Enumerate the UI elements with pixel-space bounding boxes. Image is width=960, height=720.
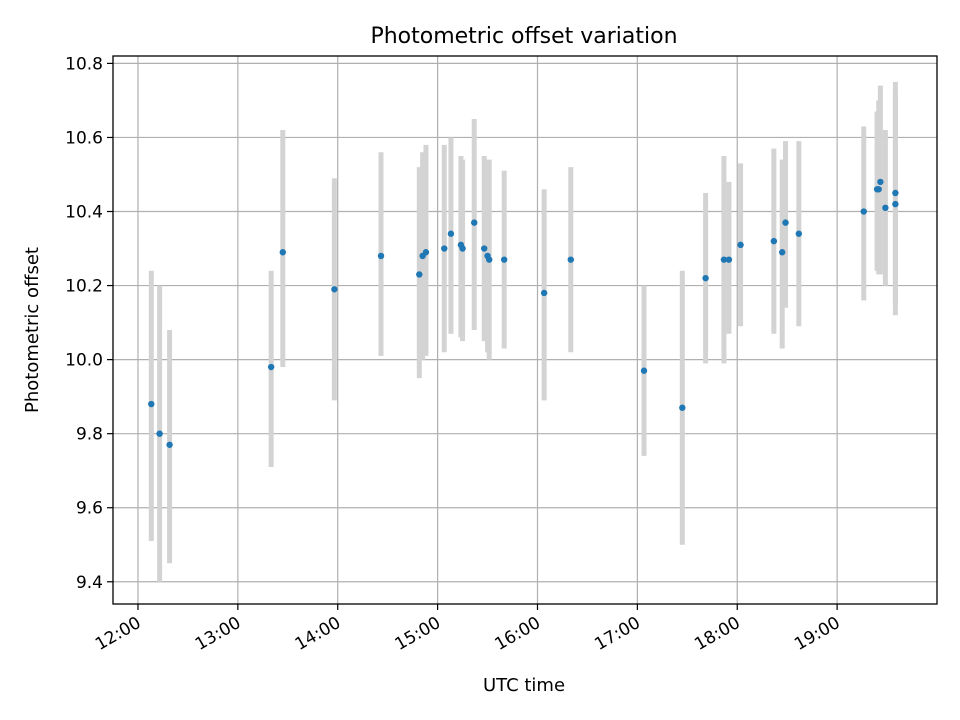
data-point xyxy=(679,404,686,411)
x-tick-label: 16:00 xyxy=(492,613,544,655)
data-point xyxy=(860,208,867,215)
data-point xyxy=(486,256,493,263)
data-point xyxy=(148,400,155,408)
data-point xyxy=(416,271,423,278)
data-point xyxy=(447,230,455,237)
data-point xyxy=(770,237,778,245)
data-point xyxy=(877,178,884,186)
data-point xyxy=(459,245,466,252)
x-tick-label: 18:00 xyxy=(691,613,743,655)
data-point xyxy=(279,249,286,256)
x-tick-label: 12:00 xyxy=(92,613,144,655)
data-point xyxy=(782,219,789,226)
data-point xyxy=(875,186,882,193)
data-point xyxy=(471,219,478,226)
x-tick-label: 19:00 xyxy=(791,613,843,655)
data-point xyxy=(377,252,385,260)
error-bars xyxy=(148,81,898,582)
y-tick-label: 10.6 xyxy=(65,128,103,148)
plot-frame xyxy=(112,55,938,605)
data-point xyxy=(567,256,574,263)
data-point xyxy=(795,230,803,237)
data-point xyxy=(892,200,899,208)
data-point xyxy=(720,256,728,263)
data-point xyxy=(540,289,548,297)
x-axis: 12:00 13:00 14:00 15:00 16:00 17:00 18:00 19:00 xyxy=(92,604,844,655)
data-point xyxy=(702,274,709,282)
data-point xyxy=(267,363,275,371)
data-point xyxy=(500,256,508,263)
data-point xyxy=(156,430,163,437)
y-tick-label: 10.8 xyxy=(65,54,103,74)
y-axis-label: Photometric offset xyxy=(22,247,43,413)
data-point xyxy=(892,189,899,197)
y-tick-label: 10.0 xyxy=(65,351,103,371)
x-tick-label: 13:00 xyxy=(192,613,244,655)
y-axis: 9.4 9.6 9.8 10.0 10.2 10.4 10.6 10.8 xyxy=(65,54,113,593)
data-point xyxy=(441,245,448,252)
chart-title: Photometric offset variation xyxy=(370,24,677,49)
data-point xyxy=(166,441,173,448)
data-point xyxy=(778,249,786,256)
data-point xyxy=(422,249,430,256)
data-point xyxy=(331,286,338,293)
data-point xyxy=(640,367,648,374)
y-tick-label: 9.6 xyxy=(76,499,103,519)
data-point xyxy=(725,256,733,263)
data-point xyxy=(737,241,744,249)
y-tick-label: 9.8 xyxy=(76,425,103,445)
x-tick-label: 14:00 xyxy=(292,613,344,655)
x-axis-label: UTC time xyxy=(483,675,565,696)
grid xyxy=(113,56,937,604)
x-tick-label: 17:00 xyxy=(591,613,643,655)
data-point xyxy=(481,245,488,252)
data-points xyxy=(148,178,899,448)
y-tick-label: 10.4 xyxy=(65,203,103,223)
y-tick-label: 9.4 xyxy=(76,573,103,593)
x-tick-label: 15:00 xyxy=(392,613,444,655)
y-tick-label: 10.2 xyxy=(65,277,103,297)
data-point xyxy=(882,204,889,212)
